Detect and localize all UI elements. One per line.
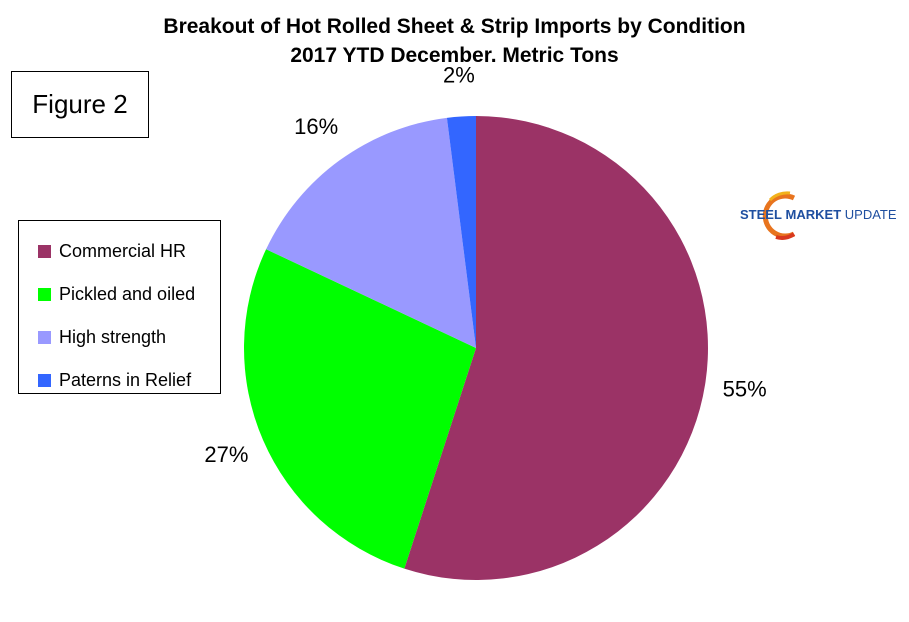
- pie-slice-label: 27%: [204, 442, 248, 467]
- legend-item: Paterns in Relief: [19, 359, 220, 402]
- legend-swatch: [38, 331, 51, 344]
- legend-label: High strength: [59, 327, 167, 347]
- legend-label: Commercial HR: [59, 241, 187, 261]
- logo-text: STEEL MARKET UPDATE: [740, 207, 897, 222]
- logo-word-update: UPDATE: [844, 207, 897, 222]
- pie-slice: [243, 249, 476, 569]
- legend-item: Pickled and oiled: [19, 273, 220, 316]
- logo-word-steel: STEEL: [740, 207, 782, 222]
- chart-title-line-1: Breakout of Hot Rolled Sheet & Strip Imp…: [163, 15, 746, 38]
- pie-slice-label: 55%: [723, 376, 767, 401]
- pie-slice: [266, 117, 476, 348]
- legend-item: Commercial HR: [19, 230, 220, 273]
- logo-word-market: MARKET: [785, 207, 842, 222]
- pie-slices: [243, 116, 708, 580]
- legend-label: Paterns in Relief: [59, 370, 192, 390]
- legend-swatch: [38, 245, 51, 258]
- pie-slice: [404, 116, 708, 580]
- legend-item: High strength: [19, 316, 220, 359]
- pie-slice-label: 2%: [443, 62, 475, 87]
- legend-swatch: [38, 374, 51, 387]
- steel-market-update-logo: STEEL MARKET UPDATE: [736, 190, 906, 240]
- figure-label: Figure 2: [32, 89, 128, 119]
- pie-slice-labels: 55% 27% 16% 2%: [204, 62, 766, 466]
- legend-label: Pickled and oiled: [59, 284, 196, 304]
- figure-label-box: Figure 2: [11, 71, 149, 138]
- chart-legend: Commercial HR Pickled and oiled High stren…: [18, 220, 221, 394]
- logo-swoosh-icon: [762, 191, 796, 240]
- pie-slice: [446, 116, 476, 348]
- chart-title-line-2: 2017 YTD December. Metric Tons: [290, 44, 619, 67]
- pie-slice-label: 16%: [294, 114, 338, 139]
- legend-swatch: [38, 288, 51, 301]
